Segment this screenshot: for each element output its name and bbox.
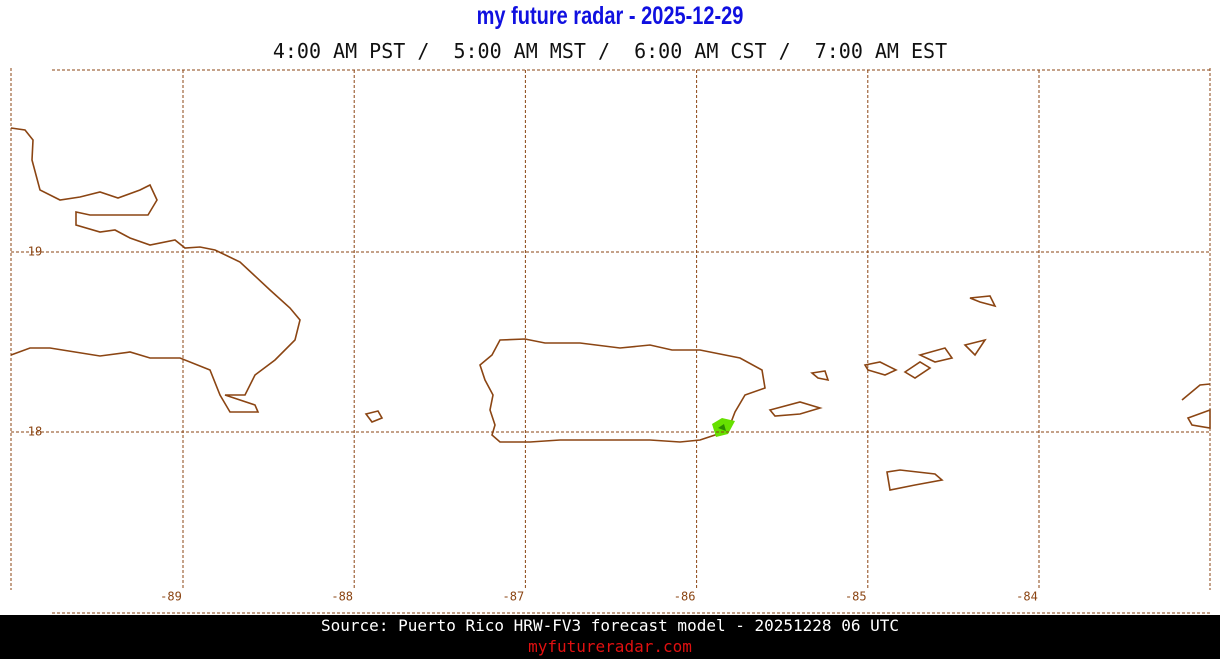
- radar-echo: [718, 424, 726, 431]
- lon-label: -88: [331, 590, 353, 604]
- culebra: [810, 370, 830, 382]
- virgin-islands: [863, 295, 997, 379]
- vieques: [768, 401, 823, 417]
- lon-label: -87: [503, 590, 525, 604]
- time-line: 4:00 AM PST / 5:00 AM MST / 6:00 AM CST …: [272, 39, 948, 63]
- st-croix: [886, 469, 944, 491]
- lat-label: 19: [28, 245, 42, 259]
- footer: Source: Puerto Rico HRW-FV3 forecast mod…: [0, 615, 1220, 659]
- site-link[interactable]: myfutureradar.com: [528, 637, 692, 656]
- lon-label: -84: [1016, 590, 1038, 604]
- lon-label: -85: [845, 590, 867, 604]
- east-islands: [1181, 383, 1211, 429]
- mona: [364, 410, 384, 423]
- lat-label: 18: [28, 425, 42, 439]
- source: Source: Puerto Rico HRW-FV3 forecast mod…: [321, 616, 899, 635]
- lon-label: -89: [160, 590, 182, 604]
- lon-label: -86: [674, 590, 696, 604]
- hispaniola: [10, 127, 301, 413]
- title: my future radar - 2025-12-29: [476, 2, 744, 30]
- map: -89 -88 -87 -86 -85 -84 19 18: [10, 68, 1211, 614]
- puerto-rico: [479, 338, 766, 443]
